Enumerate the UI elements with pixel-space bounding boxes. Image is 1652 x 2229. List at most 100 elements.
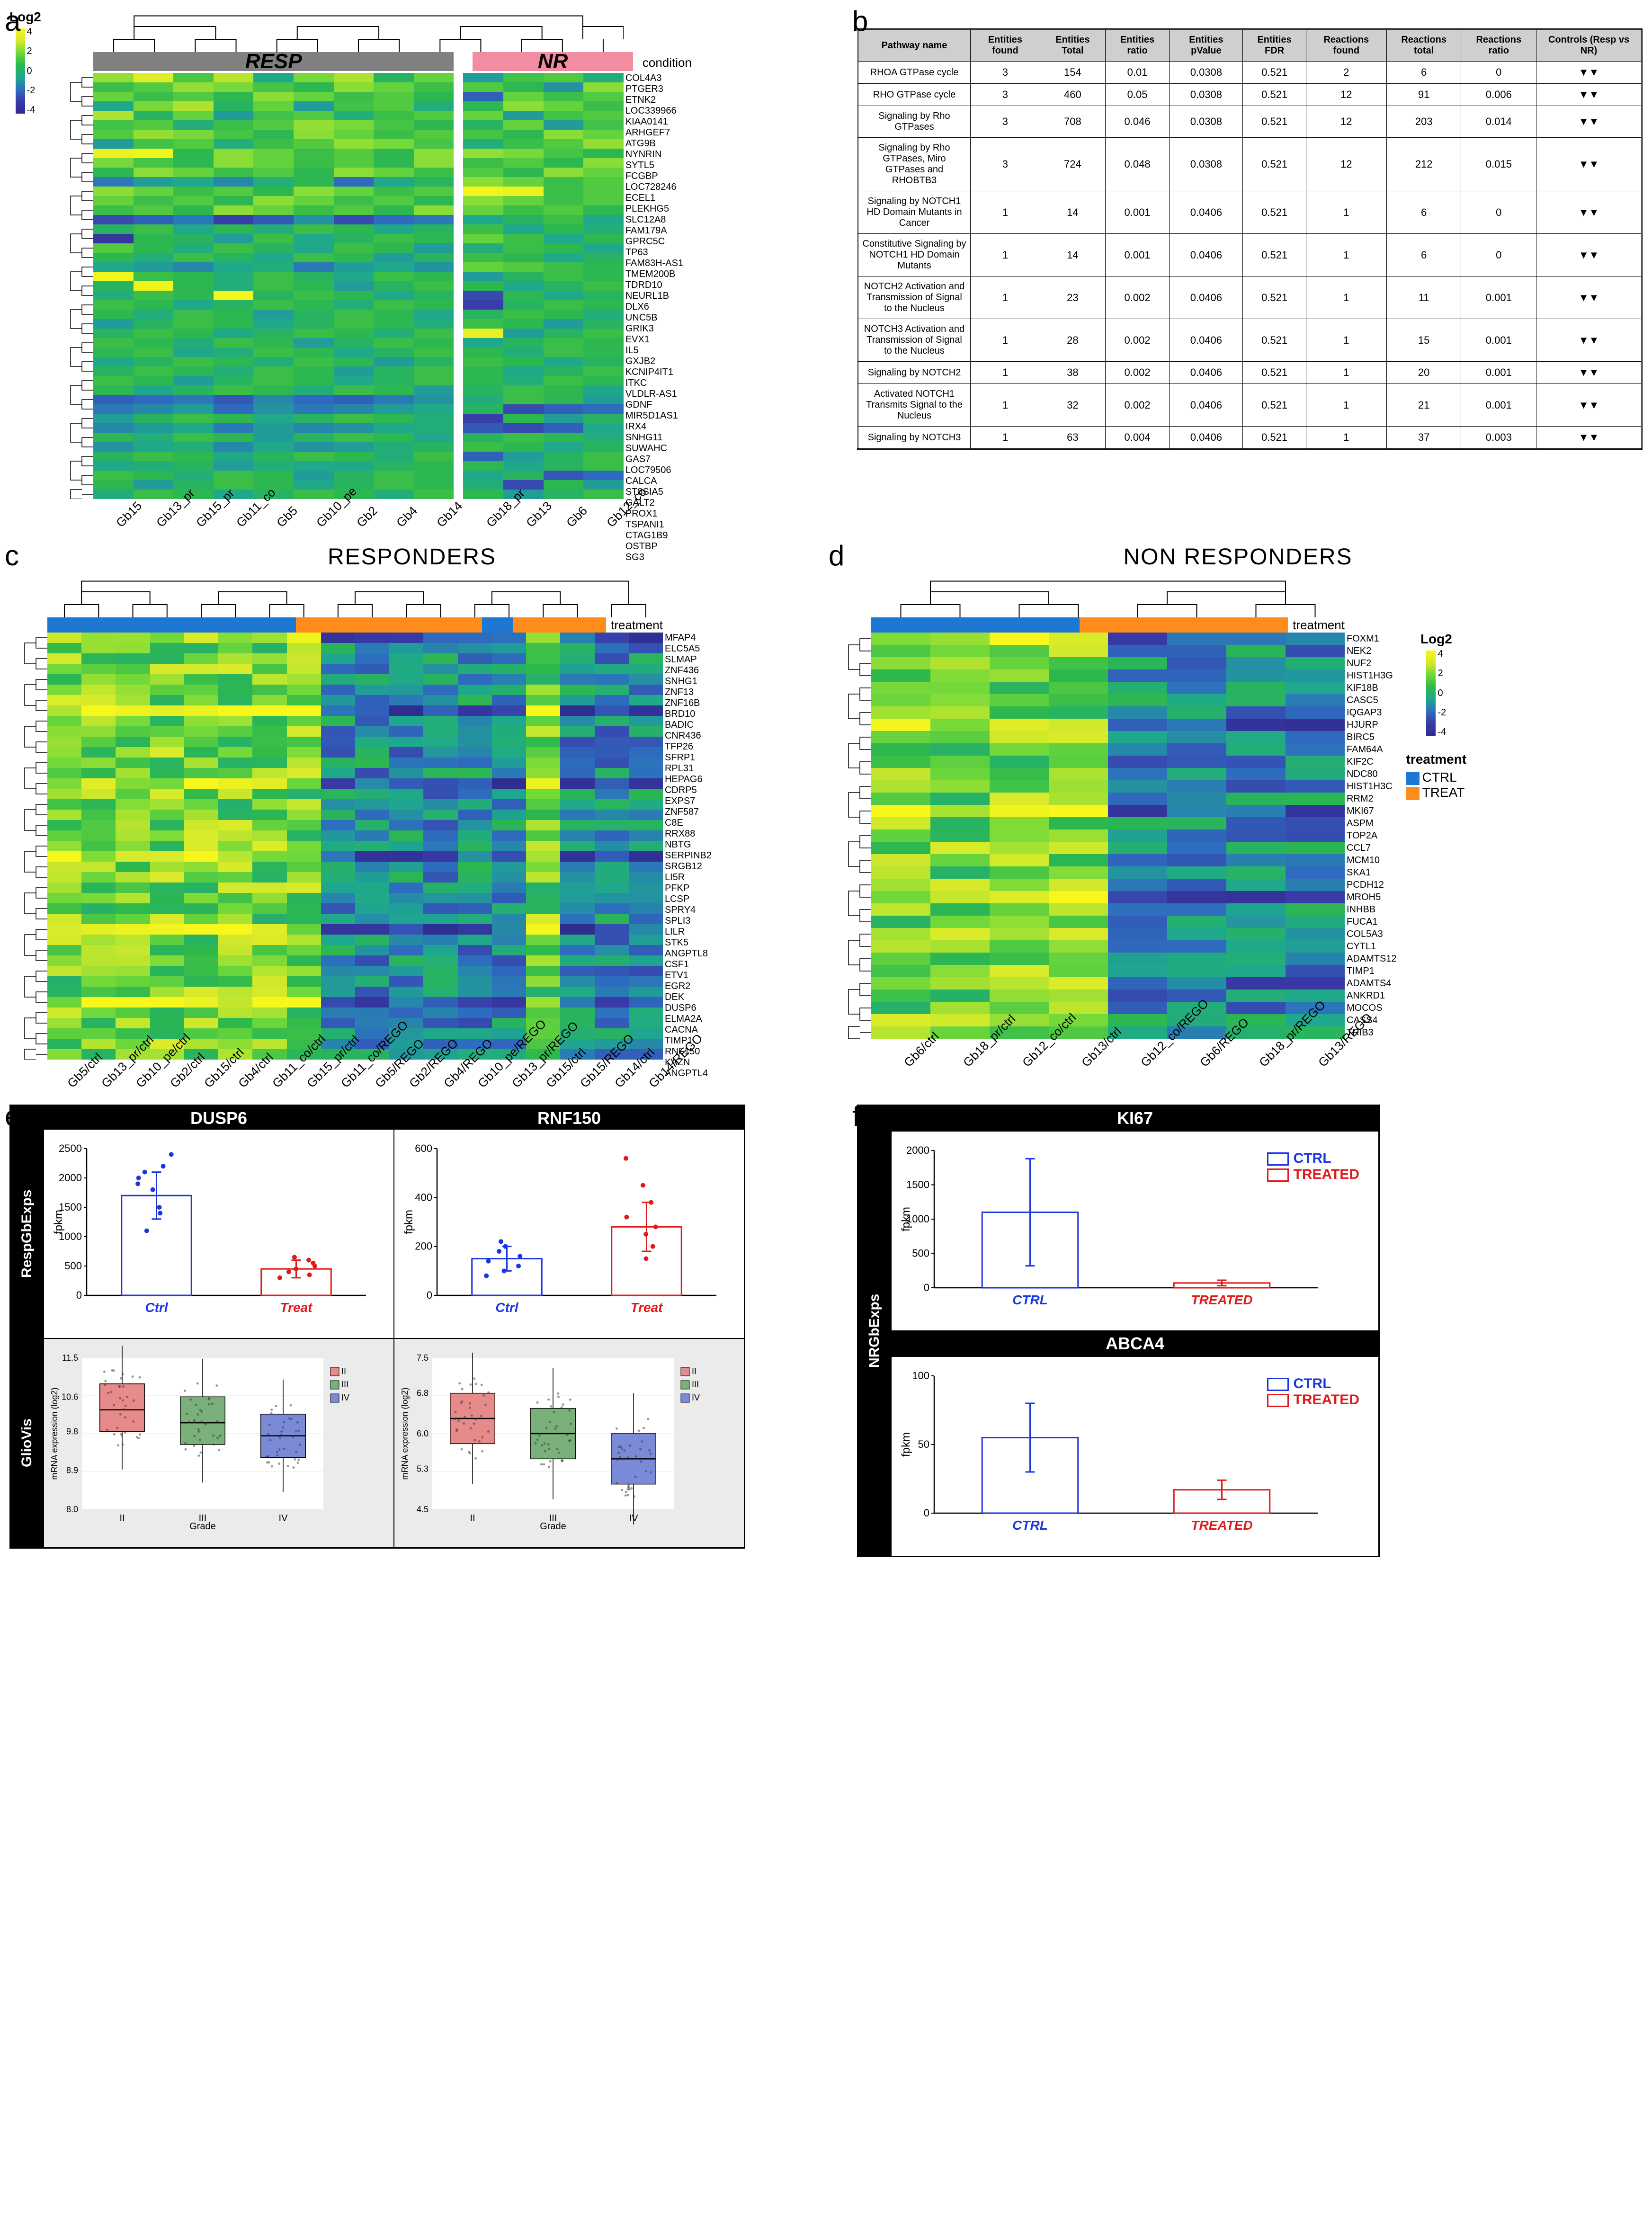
data-point — [151, 1187, 155, 1192]
heatmap-cell — [116, 976, 150, 987]
treatment-segment — [975, 617, 1027, 633]
heatmap-cell — [423, 976, 457, 987]
heatmap-cell — [871, 903, 930, 916]
heatmap-cell — [629, 997, 663, 1008]
heatmap-cell — [355, 643, 389, 653]
heatmap-cell — [595, 966, 629, 976]
heatmap-cell — [81, 810, 116, 820]
heatmap-cell — [355, 737, 389, 747]
heatmap-cell — [423, 747, 457, 758]
heatmap-cell — [134, 423, 174, 433]
table-cell: 0.0406 — [1170, 362, 1243, 384]
heatmap-cell — [134, 433, 174, 442]
heatmap-cell — [150, 883, 184, 893]
heatmap-cell — [1167, 916, 1226, 928]
heatmap-cell — [583, 385, 624, 395]
data-point — [277, 1275, 282, 1280]
heatmap-cell — [414, 395, 454, 404]
heatmap-cell — [629, 758, 663, 768]
ytick-label: 7.5 — [417, 1353, 429, 1363]
heatmap-cell — [414, 139, 454, 149]
table-row: Constitutive Signaling by NOTCH1 HD Doma… — [858, 234, 1642, 276]
heatmap-cell — [93, 357, 134, 366]
heatmap-cell — [526, 914, 560, 924]
heatmap-cell — [150, 841, 184, 851]
xlabel: Grade — [189, 1521, 216, 1532]
condition-nr-bar: NR — [473, 52, 633, 71]
data-point — [516, 1264, 521, 1268]
heatmap-cell — [544, 310, 584, 319]
heatmap-cell — [287, 997, 321, 1008]
heatmap-cell — [423, 685, 457, 695]
heatmap-cell — [463, 376, 503, 385]
heatmap-cell — [321, 820, 355, 830]
heatmap-cell — [116, 830, 150, 841]
heatmap-cell — [321, 987, 355, 997]
gene-label: CTAG1B9 — [625, 530, 683, 541]
treatment-segment — [482, 617, 513, 633]
xtick-label: Treat — [631, 1300, 664, 1315]
heatmap-cell — [503, 281, 544, 291]
heatmap-cell — [253, 433, 294, 442]
heatmap-cell — [150, 810, 184, 820]
gene-label: PROX1 — [625, 508, 683, 519]
gene-label: ELMA2A — [665, 1014, 712, 1025]
gene-label: COL4A3 — [625, 73, 683, 84]
heatmap-cell — [253, 291, 294, 300]
ytick-label: 600 — [415, 1142, 432, 1154]
legend-tick: 2 — [1438, 668, 1446, 679]
heatmap-cell — [414, 348, 454, 357]
heatmap-cell — [150, 643, 184, 653]
heatmap-cell — [544, 101, 584, 111]
heatmap-cell — [583, 348, 624, 357]
heatmap-cell — [423, 883, 457, 893]
heatmap-cell — [253, 73, 294, 82]
heatmap-cell — [81, 935, 116, 945]
heatmap-cell — [321, 914, 355, 924]
heatmap-cell — [1108, 953, 1167, 965]
heatmap-cell — [629, 935, 663, 945]
ytick-label: 200 — [415, 1240, 432, 1252]
heatmap-cell — [414, 291, 454, 300]
table-cell: 23 — [1040, 276, 1105, 319]
heatmap-cell — [374, 414, 414, 423]
heatmap-cell — [423, 799, 457, 810]
heatmap-cell — [134, 357, 174, 366]
gene-label: NDC80 — [1347, 769, 1397, 780]
heatmap-cell — [1108, 891, 1167, 903]
gene-label: TIMP1 — [1347, 966, 1397, 977]
heatmap-cell — [93, 272, 134, 281]
heatmap-cell — [93, 205, 134, 215]
heatmap-cell — [116, 841, 150, 851]
heatmap-cell — [252, 758, 286, 768]
table-cell: ▼▼ — [1536, 319, 1642, 362]
heatmap-cell — [334, 366, 374, 376]
heatmap-cell — [173, 253, 214, 262]
heatmap-cell — [150, 966, 184, 976]
heatmap-cell — [287, 862, 321, 872]
dendrogram-top — [871, 575, 1345, 617]
heatmap-cell — [458, 862, 492, 872]
treatment-legend: treatment CTRL TREAT — [1406, 752, 1467, 800]
heatmap-cell — [334, 196, 374, 205]
table-cell: 0.002 — [1105, 319, 1169, 362]
heatmap-cell — [334, 452, 374, 461]
heatmap-cell — [503, 461, 544, 471]
heatmap-cell — [414, 385, 454, 395]
data-point — [144, 1229, 149, 1233]
heatmap-cell — [253, 385, 294, 395]
sample-label: Gb13/REGO — [1315, 1060, 1326, 1070]
heatmap-cell — [184, 768, 218, 778]
heatmap-cell — [503, 319, 544, 329]
heatmap-cell — [184, 633, 218, 643]
heatmap-cell — [93, 111, 134, 120]
heatmap-cell — [503, 300, 544, 310]
heatmap-cell — [321, 685, 355, 695]
heatmap-cell — [287, 914, 321, 924]
heatmap-cell — [1286, 719, 1345, 731]
legend-title: Log2 — [1420, 632, 1452, 647]
legend-item: IV — [341, 1393, 349, 1402]
heatmap-cell — [134, 461, 174, 471]
heatmap-cell — [526, 987, 560, 997]
table-cell: 3 — [971, 62, 1040, 84]
